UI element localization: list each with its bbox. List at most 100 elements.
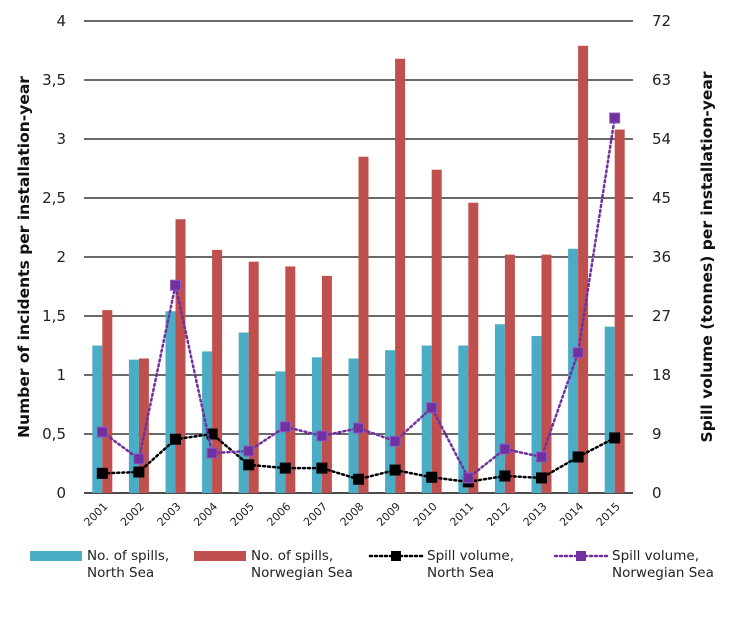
x-tick-label: 2001 (81, 500, 110, 529)
marker-north-sea (499, 470, 511, 482)
bar-north-sea (568, 248, 579, 493)
marker-north-sea (279, 462, 291, 474)
bar-norwegian-sea (578, 45, 589, 493)
marker-north-sea (96, 467, 108, 479)
marker-north-sea (536, 472, 547, 484)
marker-north-sea (572, 451, 584, 463)
bar-norwegian-sea (212, 249, 223, 493)
bar-north-sea (311, 357, 322, 493)
left-tick-label: 2,5 (42, 189, 66, 207)
bar-norwegian-sea (285, 266, 296, 493)
marker-norwegian-sea (499, 443, 511, 455)
legend-item-spill-volume-norwegian-sea: Spill volume,Norwegian Sea (553, 548, 714, 581)
legend-label: Norwegian Sea (251, 565, 353, 581)
bar-north-sea (385, 350, 396, 493)
right-tick-label: 0 (652, 484, 662, 502)
marker-north-sea (316, 462, 328, 474)
left-axis-title: Number of incidents per installation-yea… (15, 76, 33, 438)
marker-norwegian-sea (572, 347, 584, 359)
right-tick-label: 45 (652, 189, 671, 207)
x-tick-label: 2011 (447, 500, 476, 529)
right-tick-label: 9 (652, 425, 662, 443)
x-tick-label: 2003 (155, 500, 184, 529)
x-tick-label: 2009 (374, 500, 403, 529)
marker-north-sea (133, 466, 145, 478)
right-tick-label: 36 (652, 248, 671, 266)
x-tick-label: 2010 (411, 500, 440, 529)
lines (96, 112, 621, 488)
left-tick-label: 2 (56, 248, 66, 266)
legend-label: North Sea (427, 565, 494, 581)
left-tick-label: 0,5 (42, 425, 66, 443)
x-tick-label: 2008 (338, 500, 367, 529)
bar-north-sea (202, 351, 213, 493)
marker-norwegian-sea (609, 112, 621, 124)
bar-norwegian-sea (614, 129, 625, 493)
marker-north-sea (389, 464, 401, 476)
marker-norwegian-sea (426, 402, 438, 414)
legend-label: Spill volume, (427, 548, 514, 564)
bar-north-sea (421, 345, 432, 493)
marker-norwegian-sea (170, 279, 181, 291)
bar-norwegian-sea (358, 156, 369, 493)
bar-norwegian-sea (431, 169, 442, 493)
left-axis-ticks: 0 0,5 1 1,5 2 2,5 3 3,5 4 (42, 12, 66, 502)
bar-norwegian-sea (102, 310, 113, 493)
legend-label: Spill volume, (612, 548, 699, 564)
bar-norwegian-sea (175, 219, 186, 494)
legend-label: No. of spills, (251, 548, 333, 564)
bar-north-sea (165, 311, 176, 493)
bar-norwegian-sea (504, 254, 515, 493)
x-tick-label: 2006 (264, 500, 293, 529)
right-tick-label: 27 (652, 307, 671, 325)
right-tick-label: 54 (652, 130, 671, 148)
right-tick-label: 63 (652, 71, 671, 89)
right-tick-label: 72 (652, 12, 671, 30)
legend-item-no-of-spills-north-sea: No. of spills,North Sea (30, 548, 169, 581)
marker-north-sea (243, 459, 255, 471)
bar-north-sea (604, 326, 615, 493)
x-axis-ticks: 2001 2002 2003 2004 2005 2006 2007 2008 2009 2010… (81, 500, 622, 529)
x-tick-label: 2004 (191, 500, 220, 529)
marker-norwegian-sea (279, 421, 291, 433)
marker-norwegian-sea (133, 453, 145, 465)
legend-marker (576, 551, 586, 561)
left-tick-label: 0 (56, 484, 66, 502)
legend-swatch (30, 551, 82, 561)
x-tick-label: 2012 (484, 500, 513, 529)
marker-norwegian-sea (353, 422, 364, 434)
bars (92, 45, 625, 494)
left-tick-label: 1,5 (42, 307, 66, 325)
marker-norwegian-sea (389, 435, 401, 447)
marker-norwegian-sea (462, 472, 474, 484)
bar-norwegian-sea (541, 254, 552, 493)
marker-north-sea (353, 473, 364, 485)
bar-north-sea (458, 345, 469, 493)
legend-swatch (194, 551, 246, 561)
x-tick-label: 2015 (594, 500, 623, 529)
bar-north-sea (128, 359, 139, 493)
marker-norwegian-sea (536, 451, 547, 463)
left-tick-label: 1 (56, 366, 66, 384)
marker-norwegian-sea (243, 445, 255, 457)
marker-north-sea (609, 432, 621, 444)
legend-item-no-of-spills-norwegian-sea: No. of spills,Norwegian Sea (194, 548, 353, 581)
left-tick-label: 3,5 (42, 71, 66, 89)
bar-norwegian-sea (395, 58, 406, 493)
x-tick-label: 2005 (228, 500, 257, 529)
right-axis-ticks: 0 9 18 27 36 45 54 63 72 (652, 12, 671, 502)
marker-north-sea (170, 433, 181, 445)
marker-norwegian-sea (316, 430, 328, 442)
legend-marker (391, 551, 401, 561)
marker-norwegian-sea (96, 426, 108, 438)
bar-north-sea (238, 332, 249, 493)
legend-label: Norwegian Sea (612, 565, 714, 581)
bar-north-sea (531, 336, 542, 493)
bar-norwegian-sea (321, 275, 332, 493)
marker-north-sea (426, 471, 438, 483)
marker-norwegian-sea (206, 447, 218, 459)
left-tick-label: 3 (56, 130, 66, 148)
right-axis-title: Spill volume (tonnes) per installation-y… (698, 71, 716, 442)
